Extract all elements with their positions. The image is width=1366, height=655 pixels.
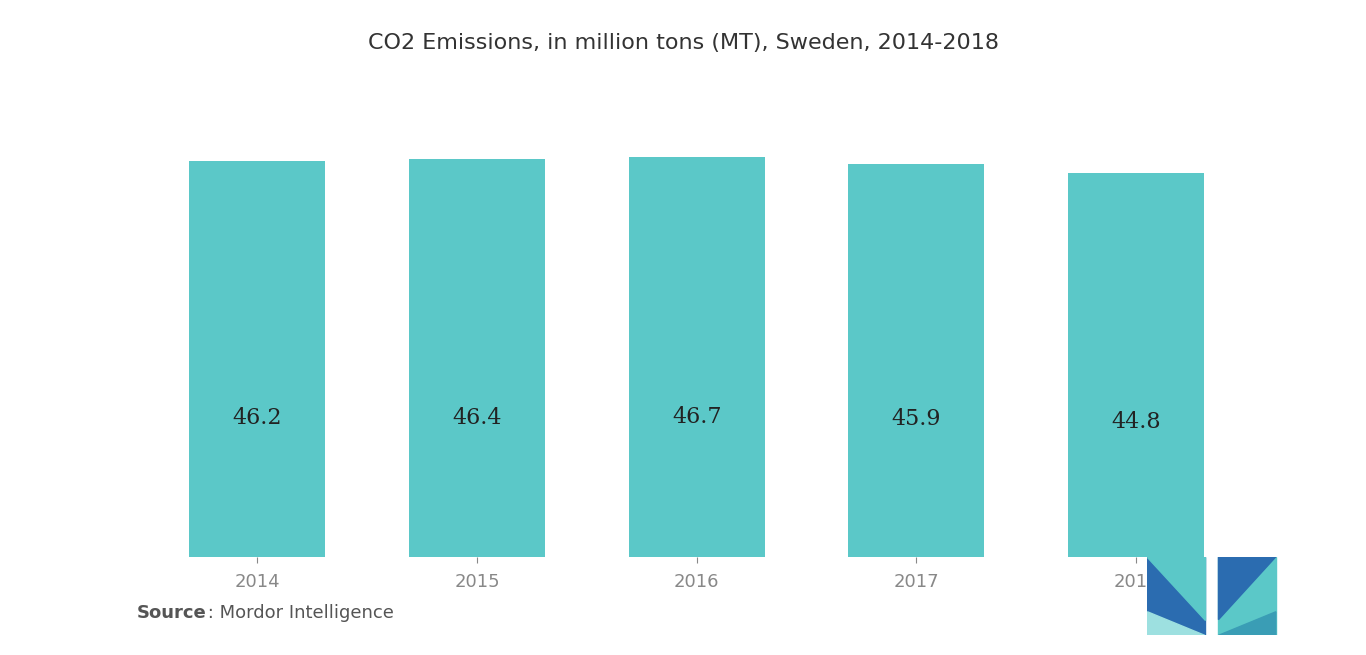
Bar <box>628 157 765 557</box>
Bar <box>408 159 545 557</box>
Polygon shape <box>1218 612 1276 635</box>
Polygon shape <box>1218 557 1276 620</box>
Bar <box>190 161 325 557</box>
Text: 46.2: 46.2 <box>232 407 283 429</box>
Text: Source: Source <box>137 605 206 622</box>
Text: : Mordor Intelligence: : Mordor Intelligence <box>202 605 393 622</box>
Text: 46.4: 46.4 <box>452 407 501 428</box>
Text: 45.9: 45.9 <box>892 408 941 430</box>
Polygon shape <box>1147 612 1205 635</box>
Text: 44.8: 44.8 <box>1111 411 1161 434</box>
Polygon shape <box>1147 557 1205 635</box>
Bar <box>848 164 985 557</box>
Bar <box>1068 173 1203 557</box>
Polygon shape <box>1147 557 1205 620</box>
Text: 46.7: 46.7 <box>672 405 721 428</box>
Polygon shape <box>1218 557 1276 635</box>
Text: CO2 Emissions, in million tons (MT), Sweden, 2014-2018: CO2 Emissions, in million tons (MT), Swe… <box>367 33 999 53</box>
